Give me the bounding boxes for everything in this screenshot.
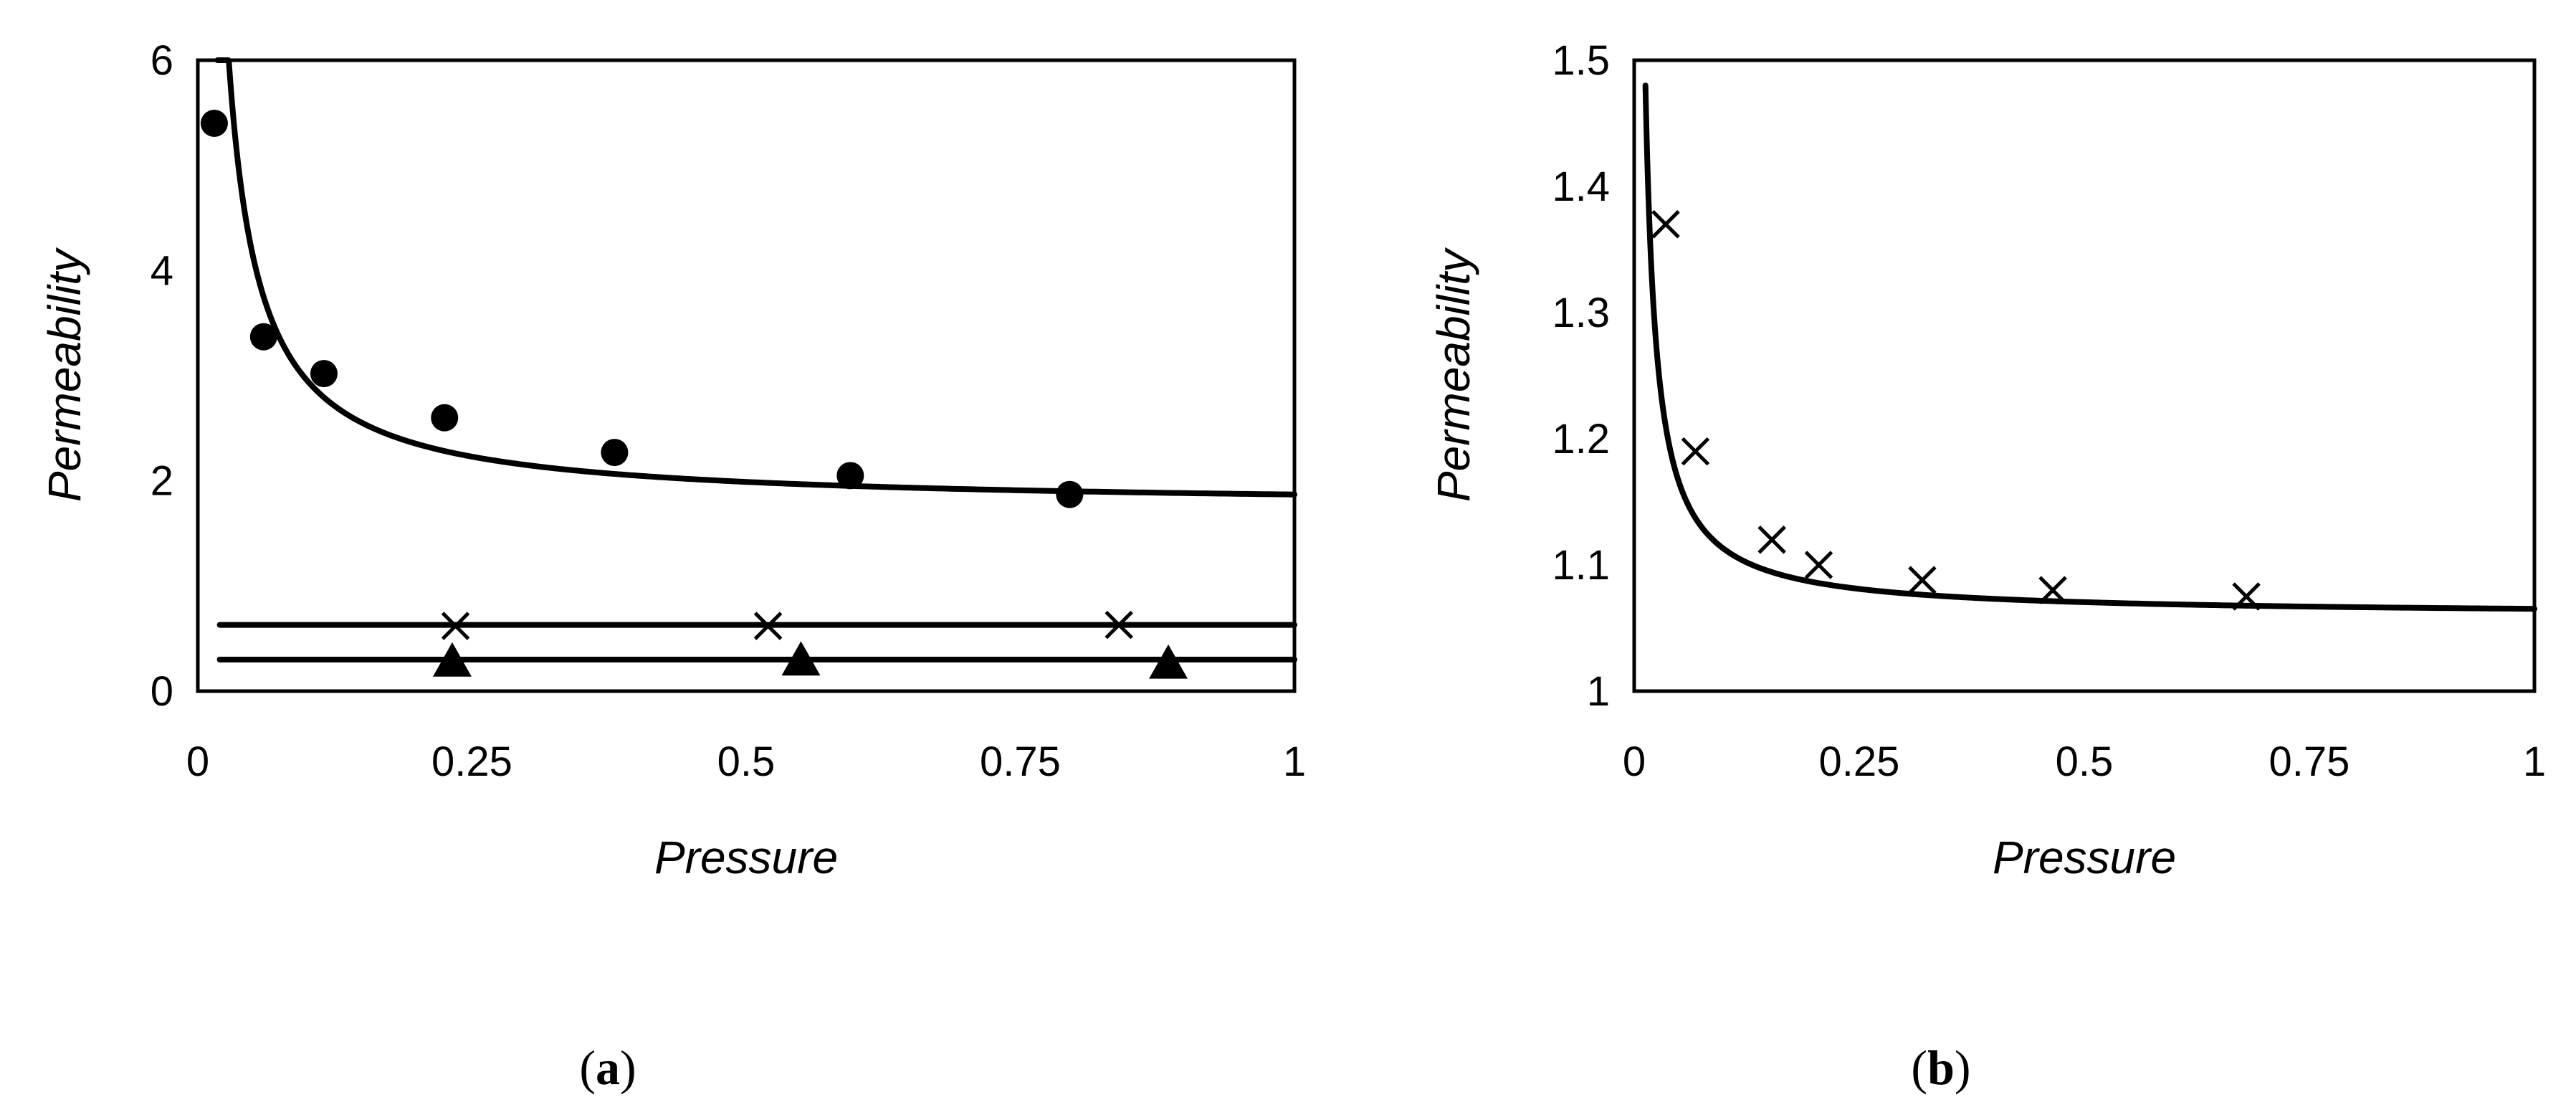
panel-a-x-tick-label: 0.25	[431, 738, 512, 785]
panel-a-caption: (a)	[579, 1040, 636, 1095]
panel-b-caption: (b)	[1911, 1040, 1970, 1095]
panel-a-circle-point	[310, 360, 338, 388]
panel-a-circle-point	[1056, 480, 1084, 508]
panel-a: 0 2 4 6 0 0.25 0.5 0.75 1 Pressure Permeability…	[39, 37, 1306, 1095]
panel-b-x-tick-label: 0.25	[1819, 738, 1900, 785]
panel-b-y-axis-title: Permeability	[1428, 247, 1479, 502]
panel-a-x-axis-title: Pressure	[654, 832, 838, 883]
panel-a-y-tick-label: 2	[151, 458, 173, 505]
panel-a-circle-point	[836, 462, 864, 490]
panel-b-y-tick-label: 1	[1587, 668, 1610, 715]
panel-b-y-tick-label: 1.4	[1552, 163, 1610, 210]
panel-b-x-tick-label: 1	[2523, 738, 2546, 785]
panel-a-circle-point	[431, 404, 459, 432]
panel-a-x-tick-label: 0.5	[717, 738, 776, 785]
panel-b-fit-line	[1642, 82, 2537, 612]
panel-a-x-tick-labels: 0 0.25 0.5 0.75 1	[186, 738, 1306, 785]
panel-b-cross-point	[1757, 526, 1786, 554]
panel-b-x-tick-label: 0	[1623, 738, 1646, 785]
panel-b-y-tick-label: 1.1	[1552, 542, 1610, 589]
panel-b-x-tick-label: 0.5	[2056, 738, 2114, 785]
panel-a-y-tick-label: 4	[151, 247, 173, 294]
panel-a-y-tick-labels: 0 2 4 6	[151, 37, 173, 715]
panel-a-x-tick-label: 0.75	[980, 738, 1061, 785]
panel-b-x-axis-title: Pressure	[1993, 832, 2176, 883]
panel-a-y-tick-label: 0	[151, 668, 173, 715]
panel-a-y-tick-label: 6	[151, 37, 173, 84]
panel-b: 11.11.21.31.41.5 0 0.25 0.5 0.75 1 Pressure …	[1428, 37, 2546, 1095]
panel-a-circle-point	[200, 110, 228, 137]
panel-b-cross-point	[1651, 210, 1680, 239]
panel-b-cross-point	[1804, 551, 1833, 579]
panel-b-plot-frame	[1632, 58, 2537, 693]
panel-b-cross-point	[1908, 566, 1937, 594]
panel-b-y-tick-label: 1.3	[1552, 290, 1610, 336]
panel-b-cross-point	[1681, 437, 1710, 466]
panel-b-x-tick-labels: 0 0.25 0.5 0.75 1	[1623, 738, 2546, 785]
panel-b-y-tick-label: 1.5	[1552, 37, 1610, 84]
panel-a-circle-fit-line	[214, 57, 1297, 498]
panel-b-x-tick-label: 0.75	[2269, 738, 2350, 785]
panel-a-circle-point	[601, 439, 629, 467]
panel-b-y-tick-labels: 1 1.1 1.2 1.3 1.4 1.5	[1552, 37, 1610, 715]
panel-a-x-tick-label: 1	[1283, 738, 1306, 785]
panel-b-data-marks	[1642, 82, 2537, 612]
panel-b-y-tick-label: 1.2	[1552, 416, 1610, 462]
panel-a-plot-frame	[196, 58, 1297, 693]
panel-a-circle-point	[249, 323, 277, 351]
panel-a-y-axis-title: Permeability	[39, 247, 90, 502]
panel-a-x-tick-label: 0	[186, 738, 209, 785]
panel-a-data-marks	[200, 57, 1297, 679]
